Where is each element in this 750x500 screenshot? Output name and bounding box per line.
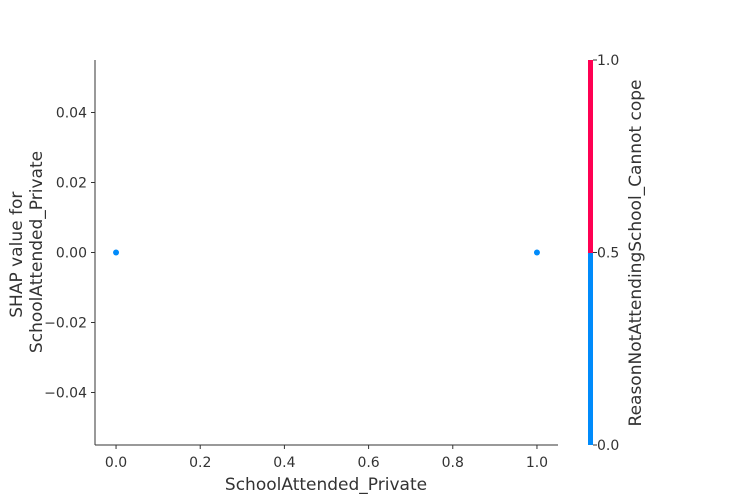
y-tick-label: −0.04 <box>44 386 87 402</box>
x-tick-label: 1.0 <box>526 455 548 471</box>
scatter-point <box>113 249 120 256</box>
y-tick-label: 0.02 <box>56 176 87 192</box>
colorbar-low-segment <box>588 253 593 445</box>
x-tick-label: 0.2 <box>189 455 211 471</box>
colorbar-ticks: 1.0 0.5 0.0 <box>593 53 619 454</box>
colorbar-tick-label: 0.0 <box>597 438 619 454</box>
colorbar-high-segment <box>588 60 593 253</box>
y-tick-label: 0.00 <box>56 246 87 262</box>
colorbar-tick-label: 0.5 <box>597 246 619 262</box>
axes <box>94 60 558 446</box>
x-ticks: 0.0 0.2 0.4 0.6 0.8 1.0 <box>105 445 548 471</box>
x-tick-label: 0.8 <box>442 455 464 471</box>
y-axis-title-line-2: SchoolAttended_Private <box>27 151 47 353</box>
scatter-points <box>113 249 540 256</box>
x-tick-label: 0.0 <box>105 455 127 471</box>
y-tick-label: −0.02 <box>44 316 87 332</box>
x-axis-title: SchoolAttended_Private <box>225 475 427 495</box>
y-axis-title-line-1: SHAP value for <box>7 192 27 318</box>
y-axis-title: SHAP value for SchoolAttended_Private <box>7 151 47 353</box>
y-ticks: 0.04 0.02 0.00 −0.02 −0.04 <box>44 106 95 402</box>
x-tick-label: 0.4 <box>273 455 295 471</box>
y-tick-label: 0.04 <box>56 106 87 122</box>
colorbar-tick-label: 1.0 <box>597 53 619 69</box>
scatter-point <box>533 249 540 256</box>
x-tick-label: 0.6 <box>357 455 379 471</box>
colorbar: 1.0 0.5 0.0 ReasonNotAttendingSchool_Canno… <box>588 53 646 454</box>
colorbar-label: ReasonNotAttendingSchool_Cannot cope <box>626 80 646 427</box>
